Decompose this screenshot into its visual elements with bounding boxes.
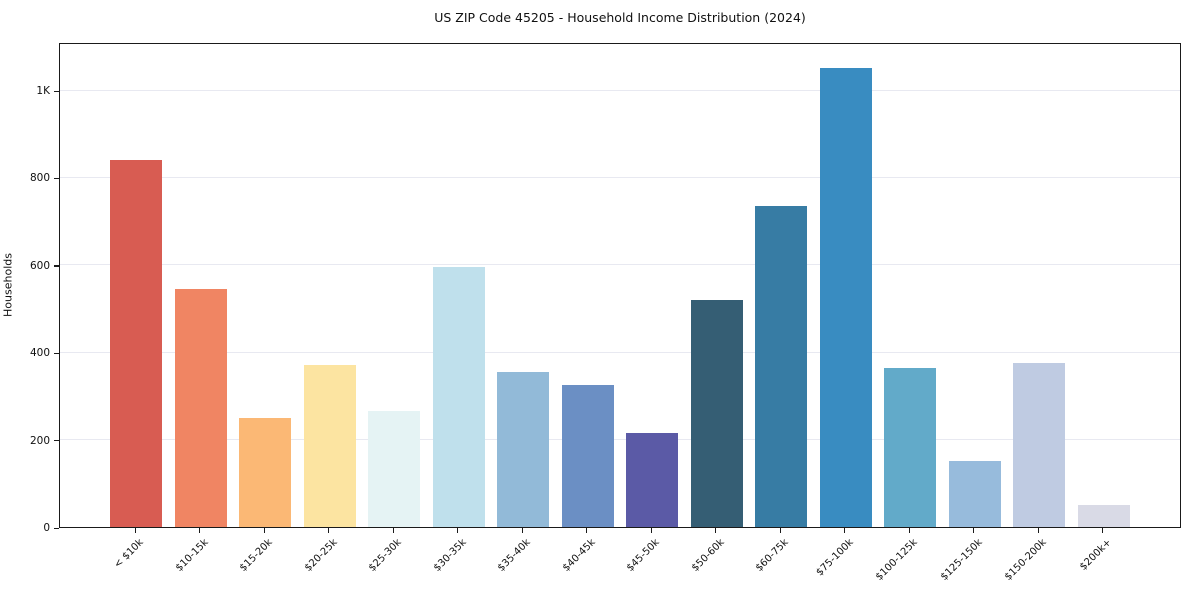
x-tick-mark xyxy=(392,528,394,533)
x-tick-mark xyxy=(134,528,136,533)
bar xyxy=(110,159,162,527)
x-tick-mark xyxy=(1037,528,1039,533)
y-tick-label: 200 xyxy=(29,434,50,447)
bar xyxy=(1077,505,1130,527)
bar xyxy=(174,288,227,527)
plot-area xyxy=(59,43,1181,528)
y-tick-label: 1K xyxy=(36,85,50,98)
chart-title: US ZIP Code 45205 - Household Income Dis… xyxy=(434,10,806,25)
y-tick-mark xyxy=(54,90,59,92)
x-tick-mark xyxy=(199,528,201,533)
x-tick-mark xyxy=(844,528,846,533)
bar xyxy=(755,205,807,527)
y-tick-label: 400 xyxy=(29,347,50,360)
y-tick-mark xyxy=(54,352,59,354)
bar xyxy=(497,371,549,527)
x-tick-mark xyxy=(328,528,330,533)
gridline xyxy=(60,176,1180,178)
x-tick-mark xyxy=(457,528,459,533)
bar xyxy=(690,299,743,527)
gridline xyxy=(60,89,1180,91)
gridline xyxy=(60,439,1180,441)
y-tick-mark xyxy=(54,440,59,442)
bar xyxy=(626,433,678,527)
bar xyxy=(239,417,291,527)
bar xyxy=(368,411,420,527)
y-tick-label: 800 xyxy=(29,172,50,185)
bar xyxy=(948,461,1001,527)
bar xyxy=(432,267,485,527)
bar xyxy=(1013,363,1065,527)
x-tick-mark xyxy=(973,528,975,533)
y-tick-mark xyxy=(54,527,59,529)
y-tick-label: 600 xyxy=(29,259,50,272)
gridline xyxy=(60,264,1180,266)
y-tick-label: 0 xyxy=(43,522,50,534)
x-tick-label: < $10k xyxy=(112,537,146,571)
gridline xyxy=(60,351,1180,353)
bar xyxy=(884,367,936,527)
y-tick-mark xyxy=(54,265,59,267)
x-tick-mark xyxy=(908,528,910,533)
y-tick-mark xyxy=(54,177,59,180)
x-tick-mark xyxy=(779,528,781,533)
x-tick-mark xyxy=(586,528,588,533)
x-tick-mark xyxy=(521,528,523,533)
x-tick-mark xyxy=(715,528,717,533)
x-tick-mark xyxy=(650,528,652,533)
bar xyxy=(303,365,356,527)
bar xyxy=(819,68,872,527)
bar xyxy=(561,385,614,527)
x-tick-mark xyxy=(263,528,265,533)
x-tick-mark xyxy=(1102,528,1104,533)
